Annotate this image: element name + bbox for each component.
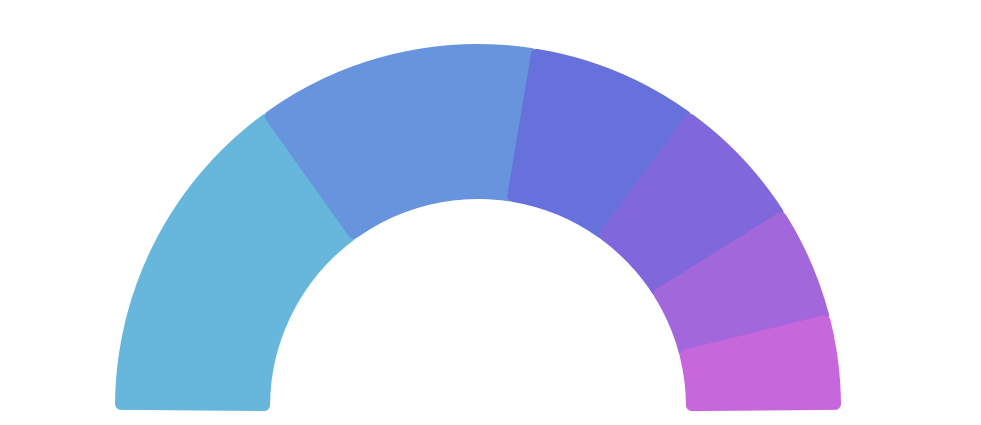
slice-2[interactable]	[264, 44, 537, 239]
slice-6[interactable]	[679, 315, 841, 412]
slice-4[interactable]	[599, 114, 784, 297]
slice-1[interactable]	[115, 114, 357, 412]
slices-group	[115, 44, 841, 412]
slice-3[interactable]	[507, 48, 692, 239]
